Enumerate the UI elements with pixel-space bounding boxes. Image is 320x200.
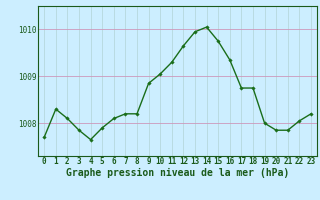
X-axis label: Graphe pression niveau de la mer (hPa): Graphe pression niveau de la mer (hPa) [66, 168, 289, 178]
